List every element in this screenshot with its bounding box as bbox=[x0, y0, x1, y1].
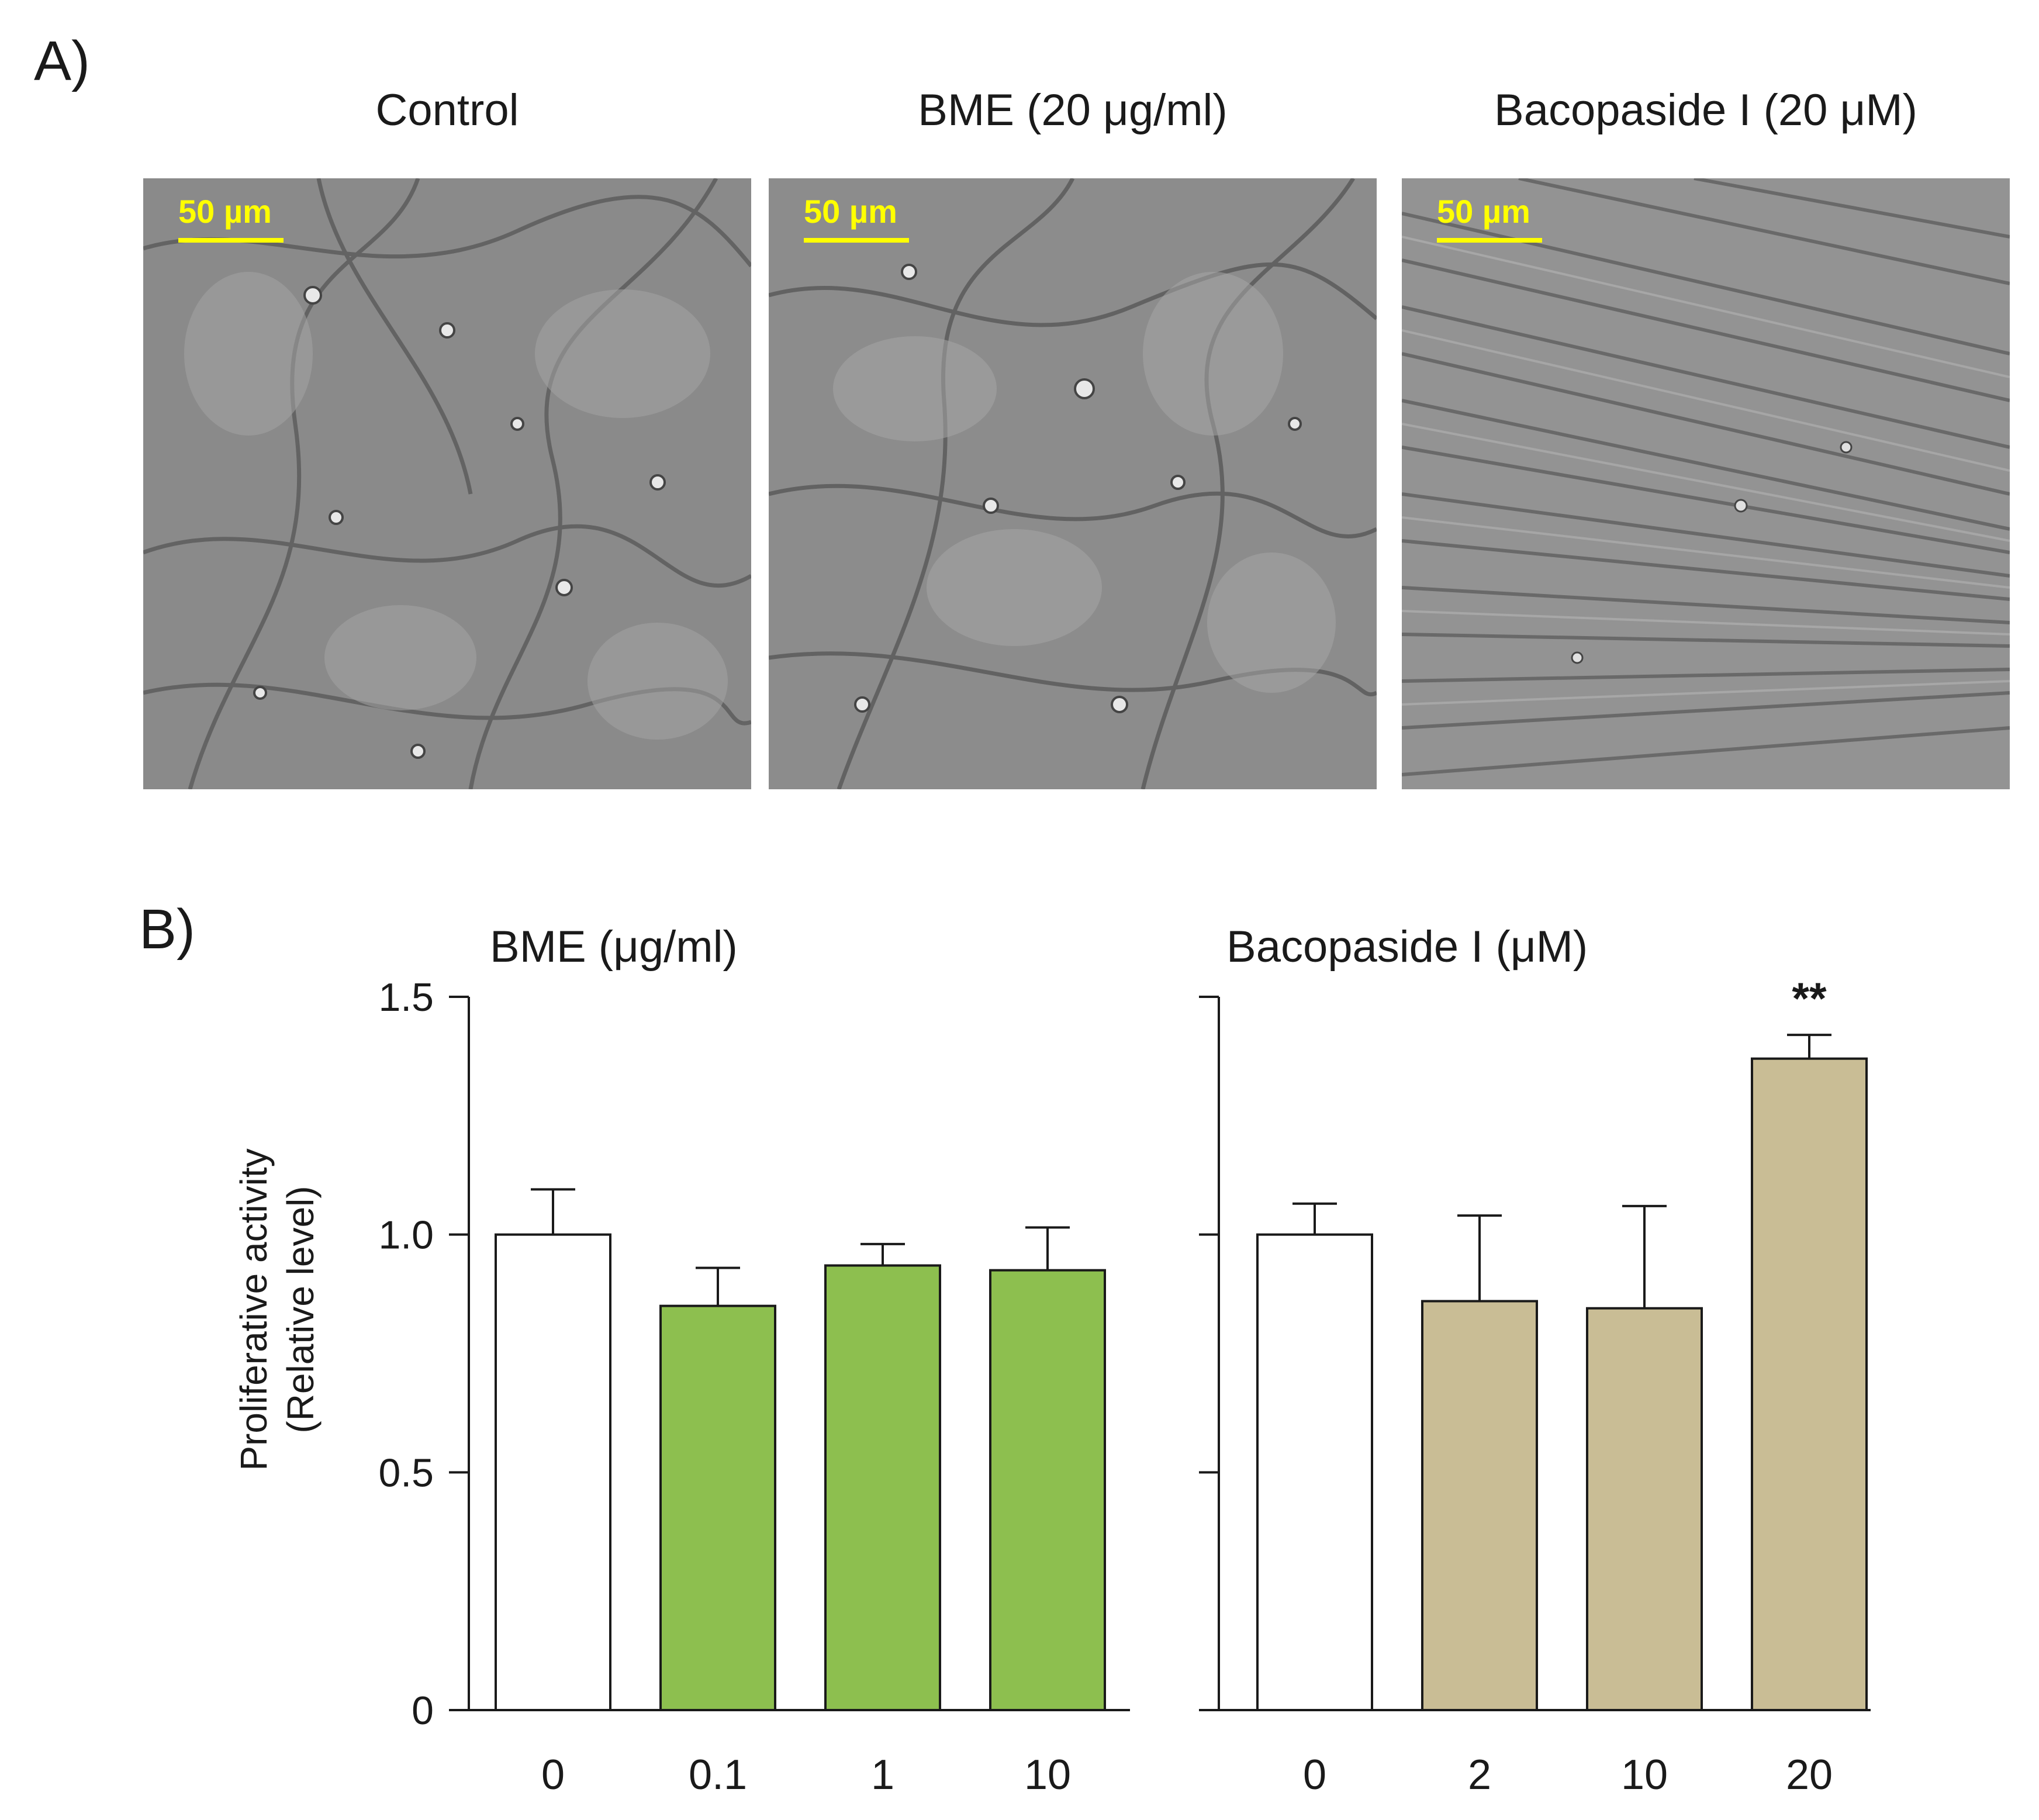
x-tick-label: 10 bbox=[1621, 1752, 1668, 1798]
x-tick-label: 2 bbox=[1468, 1752, 1491, 1798]
scale-bar bbox=[1437, 238, 1542, 243]
cell-culture-sparse-icon bbox=[143, 178, 751, 789]
bar bbox=[989, 1269, 1106, 1712]
y-tick-label: 1.5 bbox=[378, 975, 434, 1020]
scale-bar-label: 50 µm bbox=[178, 193, 272, 230]
y-tick-label: 0.5 bbox=[378, 1451, 434, 1495]
panel-b-label: B) bbox=[139, 898, 195, 961]
y-tick-label: 1.0 bbox=[378, 1213, 434, 1258]
photo-title-bme: BME (20 μg/ml) bbox=[918, 85, 1228, 135]
micrograph-bme: 50 µm bbox=[769, 178, 1377, 789]
x-tick-label: 0 bbox=[1303, 1752, 1326, 1798]
x-tick-label: 0.1 bbox=[689, 1752, 747, 1798]
micrograph-control: 50 µm bbox=[143, 178, 751, 789]
panel-a-label: A) bbox=[34, 30, 90, 92]
photo-title-control: Control bbox=[375, 85, 519, 135]
scale-bar-label: 50 µm bbox=[1437, 193, 1530, 230]
y-axis-label: Proliferative activity bbox=[233, 1148, 275, 1470]
panel-title: Bacopaside I (μM) bbox=[1226, 922, 1588, 972]
y-axis-label-line2: (Relative level) bbox=[279, 1186, 322, 1433]
bar bbox=[1586, 1307, 1703, 1712]
micrograph-bacopaside: 50 µm bbox=[1402, 178, 2010, 789]
x-tick-label: 10 bbox=[1024, 1752, 1071, 1798]
significance-annotation: ** bbox=[1792, 974, 1827, 1024]
bar bbox=[1256, 1233, 1373, 1712]
scale-bar bbox=[178, 238, 284, 243]
scale-bar-label: 50 µm bbox=[804, 193, 897, 230]
cell-culture-dense-icon bbox=[1402, 178, 2010, 789]
photo-title-bacopaside: Bacopaside I (20 μM) bbox=[1494, 85, 1917, 135]
bar bbox=[1751, 1057, 1868, 1711]
bar bbox=[824, 1264, 941, 1712]
cell-culture-sparse-icon bbox=[769, 178, 1377, 789]
bar bbox=[1421, 1300, 1538, 1712]
bar bbox=[495, 1233, 611, 1712]
y-tick-label: 0 bbox=[412, 1688, 434, 1733]
x-tick-label: 20 bbox=[1786, 1752, 1833, 1798]
bar-chart-proliferative-activity: Proliferative activity (Relative level) 0 0… bbox=[233, 922, 1871, 1798]
scale-bar bbox=[804, 238, 909, 243]
bar bbox=[659, 1304, 776, 1712]
x-tick-label: 1 bbox=[871, 1752, 894, 1798]
panel-title: BME (μg/ml) bbox=[490, 922, 738, 972]
x-tick-label: 0 bbox=[541, 1752, 565, 1798]
